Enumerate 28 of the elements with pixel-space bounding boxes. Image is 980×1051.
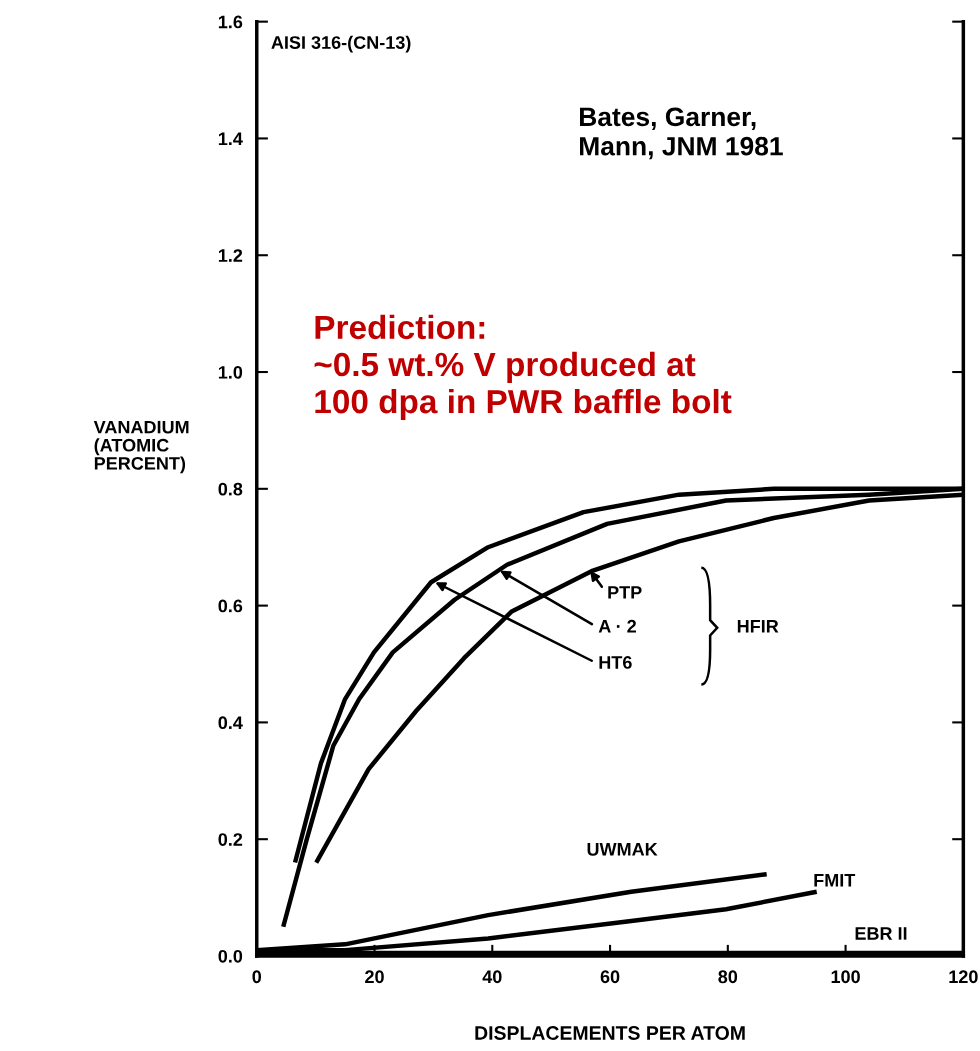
y-tick-label: 0.2 xyxy=(218,833,243,846)
x-axis-title: DISPLACEMENTS PER ATOM xyxy=(475,1026,745,1040)
x-tick-label: 0 xyxy=(252,970,262,984)
annotation: Bates, Garner, Mann, JNM 1981 xyxy=(580,107,783,160)
annotation: HFIR xyxy=(737,620,779,633)
y-tick-label: 0.4 xyxy=(218,716,243,730)
y-tick-label: 1.6 xyxy=(218,15,243,29)
x-tick-label: 20 xyxy=(365,970,384,984)
x-tick-label: 40 xyxy=(482,970,502,984)
y-tick-label: 1.2 xyxy=(218,249,243,262)
y-tick-label: 0.0 xyxy=(218,949,243,963)
y-axis-title: VANADIUM (ATOMIC PERCENT) xyxy=(93,420,189,474)
annotation: HT6 xyxy=(599,656,632,669)
annotation: PTP xyxy=(608,586,642,599)
series-label: FMIT xyxy=(814,874,856,887)
x-tick-label: 100 xyxy=(831,970,860,984)
y-tick-label: 1.4 xyxy=(218,132,243,145)
x-tick-label: 80 xyxy=(718,970,738,984)
text: AISI 316-(CN-13) xyxy=(271,35,411,53)
annotation: A · 2 xyxy=(598,619,636,633)
annotation: Prediction: ~0.5 wt.% V produced at 100 dpa in PWR baffle bolt xyxy=(314,314,732,420)
x-tick-label: 60 xyxy=(600,970,620,984)
y-tick-label: 0.6 xyxy=(218,599,243,613)
series-label: UWMAK xyxy=(587,843,658,856)
y-tick-label: 0.8 xyxy=(218,482,243,496)
x-tick-label: 120 xyxy=(949,970,978,984)
y-tick-label: 1.0 xyxy=(218,365,243,379)
series-label: EBR II xyxy=(855,927,907,940)
